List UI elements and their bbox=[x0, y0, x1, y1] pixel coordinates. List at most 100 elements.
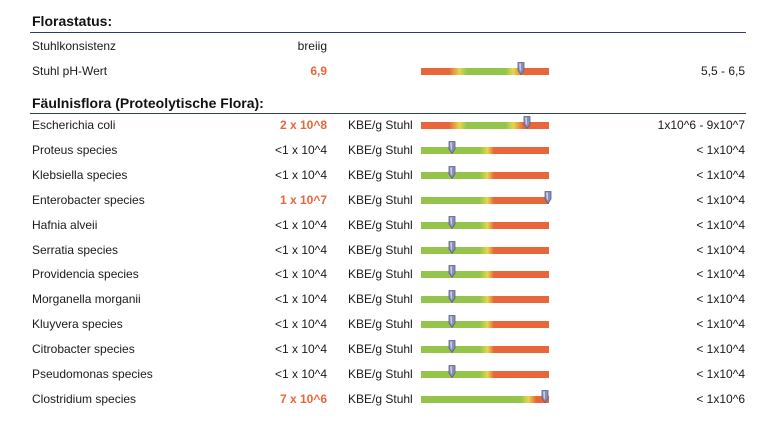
unit-label: KBE/g Stuhl bbox=[348, 367, 413, 381]
range-bar-fill bbox=[421, 271, 549, 279]
reference-range: < 1x10^4 bbox=[696, 342, 745, 357]
range-bar-fill bbox=[421, 296, 549, 304]
reference-range: < 1x10^4 bbox=[696, 192, 745, 207]
reference-range: < 1x10^4 bbox=[696, 242, 745, 257]
value-marker-icon bbox=[448, 140, 456, 155]
result-value: 6,9 bbox=[310, 64, 327, 78]
range-bar bbox=[421, 62, 549, 76]
range-bar-fill bbox=[421, 122, 549, 129]
reference-range: < 1x10^4 bbox=[696, 267, 745, 282]
unit-label: KBE/g Stuhl bbox=[348, 242, 413, 257]
result-value: <1 x 10^4 bbox=[274, 342, 327, 357]
value-marker-icon bbox=[523, 116, 531, 130]
table-row: Providencia species <1 x 10^4 KBE/g Stuhl … bbox=[0, 263, 768, 288]
table-row: Pseudomonas species <1 x 10^4 KBE/g Stuhl … bbox=[0, 363, 768, 388]
value-marker-icon bbox=[448, 315, 456, 329]
reference-range: < 1x10^4 bbox=[696, 167, 745, 182]
table-row: Clostridium species 7 x 10^6 KBE/g Stuhl <… bbox=[0, 388, 768, 413]
range-bar-fill bbox=[421, 196, 549, 204]
value-marker-icon bbox=[448, 240, 456, 254]
range-bar bbox=[421, 315, 549, 329]
parameter-name: Morganella morganii bbox=[32, 292, 141, 307]
value-marker-icon bbox=[448, 265, 456, 279]
parameter-name: Pseudomonas species bbox=[32, 367, 153, 381]
unit-label: KBE/g Stuhl bbox=[348, 267, 413, 282]
range-bar-fill bbox=[421, 146, 549, 154]
range-bar-fill bbox=[421, 68, 549, 75]
reference-range: < 1x10^6 bbox=[696, 391, 745, 406]
unit-label: KBE/g Stuhl bbox=[348, 292, 413, 307]
range-bar-fill bbox=[421, 346, 549, 354]
range-bar bbox=[421, 116, 549, 130]
reference-range: 1x10^6 - 9x10^7 bbox=[657, 118, 745, 132]
range-bar bbox=[421, 365, 549, 379]
reference-range: < 1x10^4 bbox=[696, 142, 745, 157]
reference-range: < 1x10^4 bbox=[696, 317, 745, 332]
result-value: <1 x 10^4 bbox=[274, 367, 327, 381]
unit-label: KBE/g Stuhl bbox=[348, 142, 413, 157]
result-value: <1 x 10^4 bbox=[274, 167, 327, 182]
range-bar-fill bbox=[421, 221, 549, 229]
unit-label: KBE/g Stuhl bbox=[348, 192, 413, 207]
section-divider bbox=[30, 113, 746, 114]
range-bar bbox=[421, 240, 549, 254]
table-row: Escherichia coli 2 x 10^8 KBE/g Stuhl 1x10… bbox=[0, 114, 768, 139]
section-title-florastatus: Florastatus: bbox=[32, 13, 113, 29]
parameter-name: Stuhlkonsistenz bbox=[32, 39, 117, 53]
result-value: <1 x 10^4 bbox=[274, 292, 327, 307]
result-value: <1 x 10^4 bbox=[274, 267, 327, 282]
unit-label: KBE/g Stuhl bbox=[348, 167, 413, 182]
range-bar-fill bbox=[421, 371, 549, 378]
parameter-name: Stuhl pH-Wert bbox=[32, 64, 108, 78]
table-row: Hafnia alveii <1 x 10^4 KBE/g Stuhl < 1x10… bbox=[0, 214, 768, 239]
table-row: Stuhlkonsistenz breiig bbox=[0, 35, 768, 60]
range-bar bbox=[421, 265, 549, 279]
result-value: 7 x 10^6 bbox=[279, 391, 327, 406]
range-bar-fill bbox=[421, 246, 549, 254]
unit-label: KBE/g Stuhl bbox=[348, 342, 413, 357]
parameter-name: Hafnia alveii bbox=[32, 217, 98, 232]
reference-range: 5,5 - 6,5 bbox=[700, 64, 745, 78]
table-row: Enterobacter species 1 x 10^7 KBE/g Stuhl … bbox=[0, 189, 768, 214]
value-marker-icon bbox=[448, 340, 456, 354]
parameter-name: Proteus species bbox=[32, 142, 118, 157]
range-bar bbox=[421, 165, 549, 180]
table-row: Kluyvera species <1 x 10^4 KBE/g Stuhl < 1… bbox=[0, 313, 768, 338]
result-value: <1 x 10^4 bbox=[274, 242, 327, 257]
range-bar-fill bbox=[421, 171, 549, 179]
unit-label: KBE/g Stuhl bbox=[348, 391, 413, 406]
table-row: Klebsiella species <1 x 10^4 KBE/g Stuhl <… bbox=[0, 164, 768, 189]
result-value: <1 x 10^4 bbox=[274, 217, 327, 232]
parameter-name: Serratia species bbox=[32, 242, 119, 257]
range-bar bbox=[421, 140, 549, 155]
table-row: Stuhl pH-Wert 6,9 5,5 - 6,5 bbox=[0, 60, 768, 85]
parameter-name: Providencia species bbox=[32, 267, 139, 282]
range-bar-fill bbox=[421, 395, 549, 403]
parameter-name: Klebsiella species bbox=[32, 167, 128, 182]
parameter-name: Enterobacter species bbox=[32, 192, 145, 207]
range-bar bbox=[421, 215, 549, 229]
range-bar-fill bbox=[421, 321, 549, 329]
unit-label: KBE/g Stuhl bbox=[348, 217, 413, 232]
value-marker-icon bbox=[448, 165, 456, 180]
reference-range: < 1x10^4 bbox=[696, 292, 745, 307]
reference-range: < 1x10^4 bbox=[696, 367, 745, 381]
parameter-name: Clostridium species bbox=[32, 391, 137, 406]
result-value: <1 x 10^4 bbox=[274, 142, 327, 157]
unit-label: KBE/g Stuhl bbox=[348, 118, 413, 132]
value-marker-icon bbox=[541, 389, 549, 404]
section-divider bbox=[30, 32, 746, 33]
parameter-name: Citrobacter species bbox=[32, 342, 135, 357]
value-marker-icon bbox=[544, 190, 552, 204]
result-value: breiig bbox=[297, 39, 327, 53]
reference-range: < 1x10^4 bbox=[696, 217, 745, 232]
value-marker-icon bbox=[448, 215, 456, 229]
unit-label: KBE/g Stuhl bbox=[348, 317, 413, 332]
table-row: Serratia species <1 x 10^4 KBE/g Stuhl < 1… bbox=[0, 239, 768, 264]
parameter-name: Kluyvera species bbox=[32, 317, 123, 332]
section-title-faeulnisflora: Fäulnisflora (Proteolytische Flora): bbox=[32, 95, 264, 111]
table-row: Morganella morganii <1 x 10^4 KBE/g Stuhl … bbox=[0, 288, 768, 313]
range-bar bbox=[421, 389, 549, 404]
range-bar bbox=[421, 290, 549, 304]
result-value: <1 x 10^4 bbox=[274, 317, 327, 332]
